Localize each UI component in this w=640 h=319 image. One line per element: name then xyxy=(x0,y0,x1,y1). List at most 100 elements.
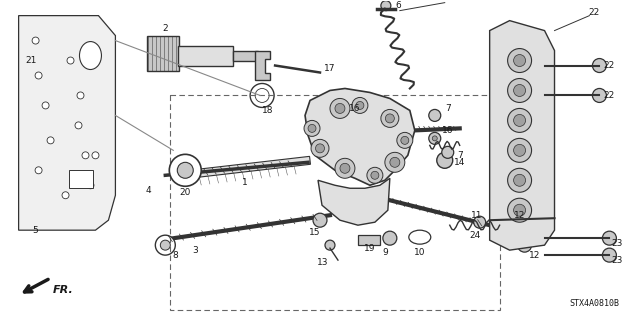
Circle shape xyxy=(508,108,532,132)
Circle shape xyxy=(508,198,532,222)
Bar xyxy=(233,50,258,61)
Text: 4: 4 xyxy=(145,186,151,195)
Circle shape xyxy=(508,168,532,192)
Text: 12: 12 xyxy=(514,211,525,220)
Circle shape xyxy=(514,115,525,126)
Text: 5: 5 xyxy=(33,226,38,235)
Ellipse shape xyxy=(79,41,102,70)
Circle shape xyxy=(502,218,516,232)
Circle shape xyxy=(352,97,368,114)
Text: 23: 23 xyxy=(612,256,623,265)
Circle shape xyxy=(508,48,532,72)
Text: 23: 23 xyxy=(612,239,623,248)
Circle shape xyxy=(429,109,441,122)
Bar xyxy=(68,170,93,188)
Circle shape xyxy=(593,58,607,72)
Circle shape xyxy=(67,57,74,64)
Circle shape xyxy=(156,235,175,255)
Polygon shape xyxy=(255,50,270,80)
Polygon shape xyxy=(19,16,115,230)
Text: 22: 22 xyxy=(589,8,600,17)
Circle shape xyxy=(87,182,94,189)
Bar xyxy=(170,95,500,310)
Circle shape xyxy=(335,158,355,178)
Text: 10: 10 xyxy=(414,248,426,257)
Circle shape xyxy=(161,240,170,250)
Text: 13: 13 xyxy=(317,258,329,267)
Circle shape xyxy=(313,213,327,227)
Text: 7: 7 xyxy=(445,104,451,113)
Circle shape xyxy=(371,171,379,179)
Circle shape xyxy=(508,78,532,102)
Polygon shape xyxy=(305,88,415,185)
Text: 15: 15 xyxy=(309,228,321,237)
Text: 21: 21 xyxy=(25,56,36,65)
Circle shape xyxy=(92,152,99,159)
Circle shape xyxy=(35,72,42,79)
Circle shape xyxy=(385,152,405,172)
Text: 19: 19 xyxy=(364,244,376,253)
Circle shape xyxy=(602,248,616,262)
Circle shape xyxy=(75,122,82,129)
Circle shape xyxy=(340,163,350,173)
Text: 20: 20 xyxy=(180,188,191,197)
Text: STX4A0810B: STX4A0810B xyxy=(570,299,620,308)
Circle shape xyxy=(77,92,84,99)
Circle shape xyxy=(518,238,532,252)
Text: FR.: FR. xyxy=(52,285,74,295)
Text: 16: 16 xyxy=(442,126,454,135)
Bar xyxy=(147,36,179,70)
Text: 17: 17 xyxy=(324,64,336,73)
Circle shape xyxy=(390,157,400,167)
Text: 24: 24 xyxy=(469,231,480,240)
Circle shape xyxy=(42,102,49,109)
FancyArrow shape xyxy=(180,156,310,179)
Circle shape xyxy=(383,231,397,245)
Bar xyxy=(358,235,380,245)
Circle shape xyxy=(359,112,371,124)
Text: 14: 14 xyxy=(454,158,465,167)
Circle shape xyxy=(335,103,345,114)
Circle shape xyxy=(514,174,525,186)
Text: 12: 12 xyxy=(529,251,540,260)
Text: 6: 6 xyxy=(395,1,401,10)
Circle shape xyxy=(316,144,324,153)
Circle shape xyxy=(367,167,383,183)
Circle shape xyxy=(177,162,193,178)
Circle shape xyxy=(385,114,394,123)
Polygon shape xyxy=(490,21,554,250)
Circle shape xyxy=(429,132,441,145)
Text: 16: 16 xyxy=(349,104,361,113)
Circle shape xyxy=(35,167,42,174)
Circle shape xyxy=(593,88,607,102)
Circle shape xyxy=(381,1,391,11)
Circle shape xyxy=(308,124,316,132)
Circle shape xyxy=(47,137,54,144)
Circle shape xyxy=(381,109,399,127)
Bar xyxy=(179,46,233,65)
Text: 9: 9 xyxy=(382,248,388,257)
Text: 2: 2 xyxy=(163,24,168,33)
Circle shape xyxy=(474,216,486,228)
Circle shape xyxy=(356,101,364,109)
Circle shape xyxy=(602,231,616,245)
Text: 22: 22 xyxy=(604,61,615,70)
Polygon shape xyxy=(318,178,390,225)
Circle shape xyxy=(514,55,525,67)
Text: 22: 22 xyxy=(604,91,615,100)
Ellipse shape xyxy=(409,230,431,244)
Circle shape xyxy=(432,136,437,141)
Circle shape xyxy=(401,137,409,145)
Text: 8: 8 xyxy=(172,251,178,260)
Circle shape xyxy=(514,85,525,96)
Text: 18: 18 xyxy=(262,106,274,115)
Circle shape xyxy=(514,145,525,156)
Circle shape xyxy=(436,152,452,168)
Text: 7: 7 xyxy=(457,151,463,160)
Circle shape xyxy=(514,204,525,216)
Text: 11: 11 xyxy=(471,211,483,220)
Circle shape xyxy=(397,132,413,148)
Circle shape xyxy=(508,138,532,162)
Circle shape xyxy=(442,146,454,158)
Circle shape xyxy=(170,154,201,186)
